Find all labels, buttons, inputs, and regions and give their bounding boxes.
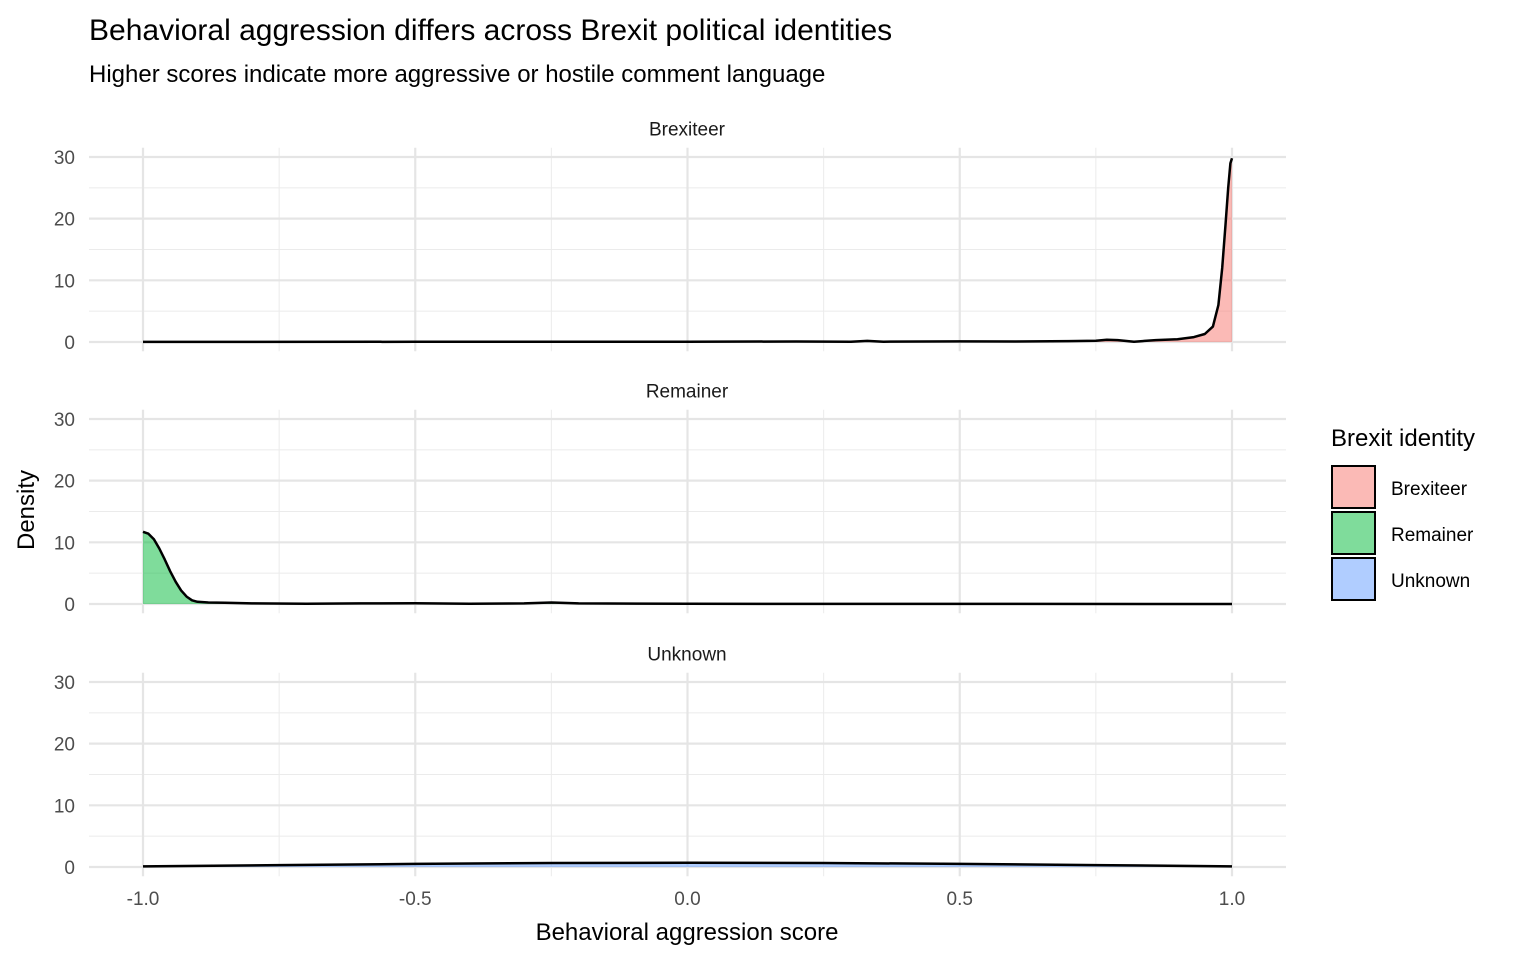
legend-label: Brexiteer [1391, 479, 1468, 500]
y-tick-label: 20 [54, 472, 75, 493]
y-axis-label: Density [13, 470, 40, 550]
panel-brexiteer: 0 10 20 30 Brexiteer [54, 120, 1286, 354]
density-line-remainer [142, 530, 1233, 606]
legend-title: Brexit identity [1331, 425, 1475, 452]
panel-remainer: 0 10 20 30 Remainer [54, 382, 1286, 616]
legend-item-brexiteer: Brexiteer [1331, 465, 1468, 509]
chart-title: Behavioral aggression differs across Bre… [89, 14, 892, 47]
x-tick-label: 1.0 [1219, 889, 1245, 910]
y-tick-label: 10 [54, 533, 75, 554]
density-area-unknown [143, 862, 1232, 867]
x-tick-label: -1.0 [127, 889, 160, 910]
legend-swatch [1331, 465, 1376, 509]
y-tick-label: 30 [54, 673, 75, 694]
legend-swatch [1331, 511, 1376, 555]
y-tick-label: 30 [54, 148, 75, 169]
panel-unknown: 0 10 20 30 Unknown -1.0 -0.5 0.0 0.5 1.0 [54, 645, 1286, 910]
legend-label: Unknown [1391, 571, 1470, 592]
strip-label: Brexiteer [649, 120, 726, 141]
y-tick-label: 30 [54, 410, 75, 431]
y-tick-label: 0 [64, 595, 75, 616]
legend-label: Remainer [1391, 525, 1474, 546]
strip-label: Unknown [647, 645, 726, 666]
density-line-brexiteer [142, 157, 1234, 344]
y-tick-label: 20 [54, 735, 75, 756]
strip-label: Remainer [646, 382, 729, 403]
legend-item-remainer: Remainer [1331, 511, 1474, 555]
y-tick-label: 10 [54, 271, 75, 292]
legend: Brexit identity Brexiteer Remainer Unknown [1331, 425, 1475, 601]
x-axis-label: Behavioral aggression score [536, 919, 839, 946]
x-tick-label: 0.0 [674, 889, 700, 910]
x-tick-label: 0.5 [947, 889, 973, 910]
y-tick-label: 0 [64, 858, 75, 879]
legend-swatch [1331, 557, 1376, 601]
x-tick-label: -0.5 [399, 889, 432, 910]
y-tick-label: 0 [64, 333, 75, 354]
chart-subtitle: Higher scores indicate more aggressive o… [89, 61, 825, 88]
y-tick-label: 10 [54, 796, 75, 817]
y-tick-label: 20 [54, 210, 75, 231]
density-line-unknown [142, 861, 1233, 868]
legend-item-unknown: Unknown [1331, 557, 1470, 601]
